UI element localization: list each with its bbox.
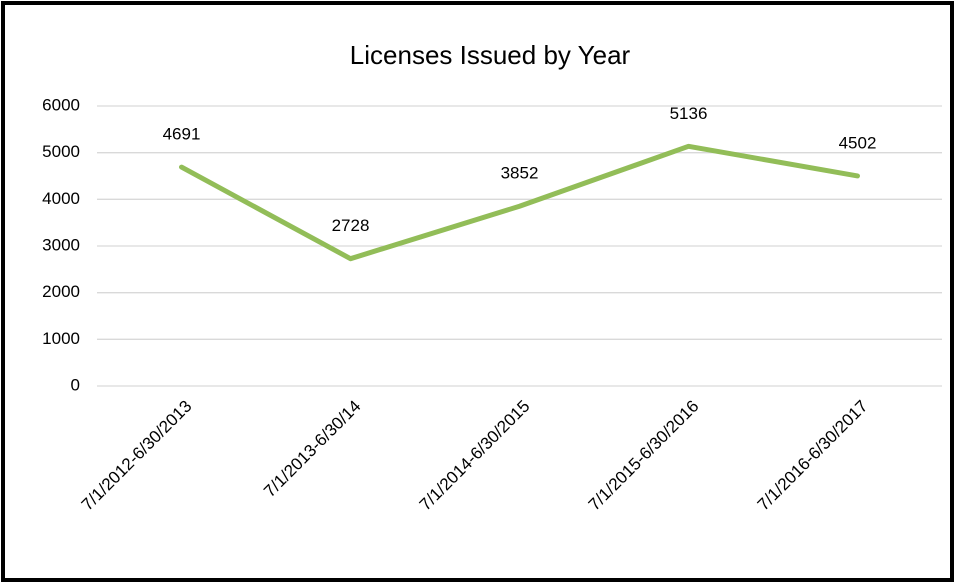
y-tick-label: 5000: [42, 142, 80, 161]
y-tick-label: 6000: [42, 95, 80, 114]
y-tick-label: 4000: [42, 189, 80, 208]
data-label: 4691: [163, 125, 201, 144]
data-label: 5136: [670, 104, 708, 123]
chart-title: Licenses Issued by Year: [350, 40, 631, 70]
line: [179, 143, 860, 262]
y-tick-label: 1000: [42, 329, 80, 348]
y-tick-label: 0: [71, 375, 80, 394]
data-label: 3852: [501, 164, 539, 183]
data-label: 2728: [332, 216, 370, 235]
data-label: 4502: [839, 133, 877, 152]
y-tick-label: 2000: [42, 282, 80, 301]
y-tick-label: 3000: [42, 235, 80, 254]
